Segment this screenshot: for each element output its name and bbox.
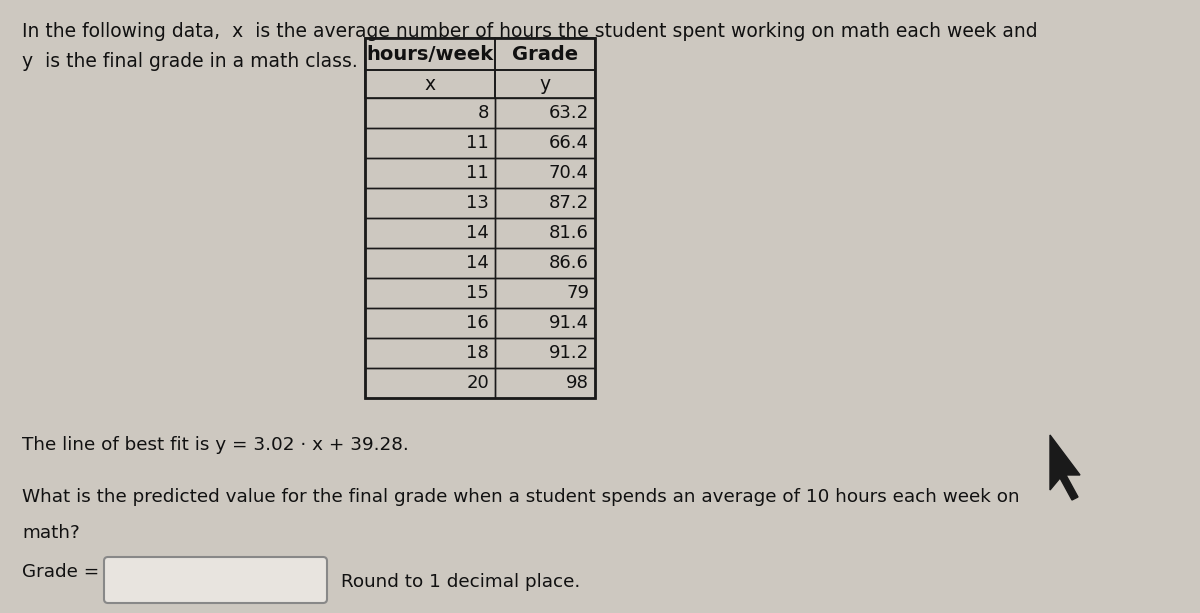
Text: 98: 98 — [566, 374, 589, 392]
Bar — [365, 338, 496, 368]
Text: 63.2: 63.2 — [548, 104, 589, 122]
Text: Grade: Grade — [512, 45, 578, 64]
Bar — [365, 158, 496, 188]
Text: 14: 14 — [466, 224, 490, 242]
Text: The line of best fit is y = 3.02 · x + 39.28.: The line of best fit is y = 3.02 · x + 3… — [22, 436, 409, 454]
Bar — [496, 98, 595, 128]
Text: hours/week: hours/week — [366, 45, 493, 64]
Text: In the following data,  x  is the average number of hours the student spent work: In the following data, x is the average … — [22, 22, 1038, 41]
Text: 81.6: 81.6 — [550, 224, 589, 242]
Text: 11: 11 — [467, 134, 490, 152]
Bar — [365, 128, 496, 158]
Bar — [496, 218, 595, 248]
Bar — [365, 38, 496, 70]
Text: 86.6: 86.6 — [550, 254, 589, 272]
Text: 70.4: 70.4 — [550, 164, 589, 182]
Text: 14: 14 — [466, 254, 490, 272]
Text: y  is the final grade in a math class.: y is the final grade in a math class. — [22, 52, 358, 71]
Bar — [365, 218, 496, 248]
Bar — [496, 188, 595, 218]
Text: 13: 13 — [466, 194, 490, 212]
Bar — [496, 368, 595, 398]
Bar — [496, 128, 595, 158]
Text: 18: 18 — [467, 344, 490, 362]
Bar — [496, 158, 595, 188]
FancyBboxPatch shape — [104, 557, 326, 603]
Bar — [365, 278, 496, 308]
Text: 91.2: 91.2 — [548, 344, 589, 362]
Bar — [365, 368, 496, 398]
Bar — [496, 248, 595, 278]
Bar — [496, 338, 595, 368]
Text: 66.4: 66.4 — [550, 134, 589, 152]
Bar — [365, 308, 496, 338]
Text: 87.2: 87.2 — [548, 194, 589, 212]
Bar — [365, 38, 595, 398]
Bar — [365, 248, 496, 278]
Bar — [496, 70, 595, 98]
Text: 8: 8 — [478, 104, 490, 122]
Bar — [365, 70, 496, 98]
Text: What is the predicted value for the final grade when a student spends an average: What is the predicted value for the fina… — [22, 488, 1020, 506]
Text: 15: 15 — [466, 284, 490, 302]
Bar — [365, 98, 496, 128]
Bar — [365, 188, 496, 218]
Text: 11: 11 — [467, 164, 490, 182]
Text: Round to 1 decimal place.: Round to 1 decimal place. — [341, 573, 581, 591]
Text: Grade =: Grade = — [22, 563, 100, 581]
Text: 20: 20 — [467, 374, 490, 392]
Text: 79: 79 — [566, 284, 589, 302]
Text: 91.4: 91.4 — [548, 314, 589, 332]
Bar — [496, 308, 595, 338]
Text: 16: 16 — [467, 314, 490, 332]
Bar — [496, 278, 595, 308]
Text: math?: math? — [22, 524, 79, 542]
Polygon shape — [1050, 435, 1080, 500]
Text: y: y — [540, 75, 551, 94]
Text: x: x — [425, 75, 436, 94]
Bar — [496, 38, 595, 70]
